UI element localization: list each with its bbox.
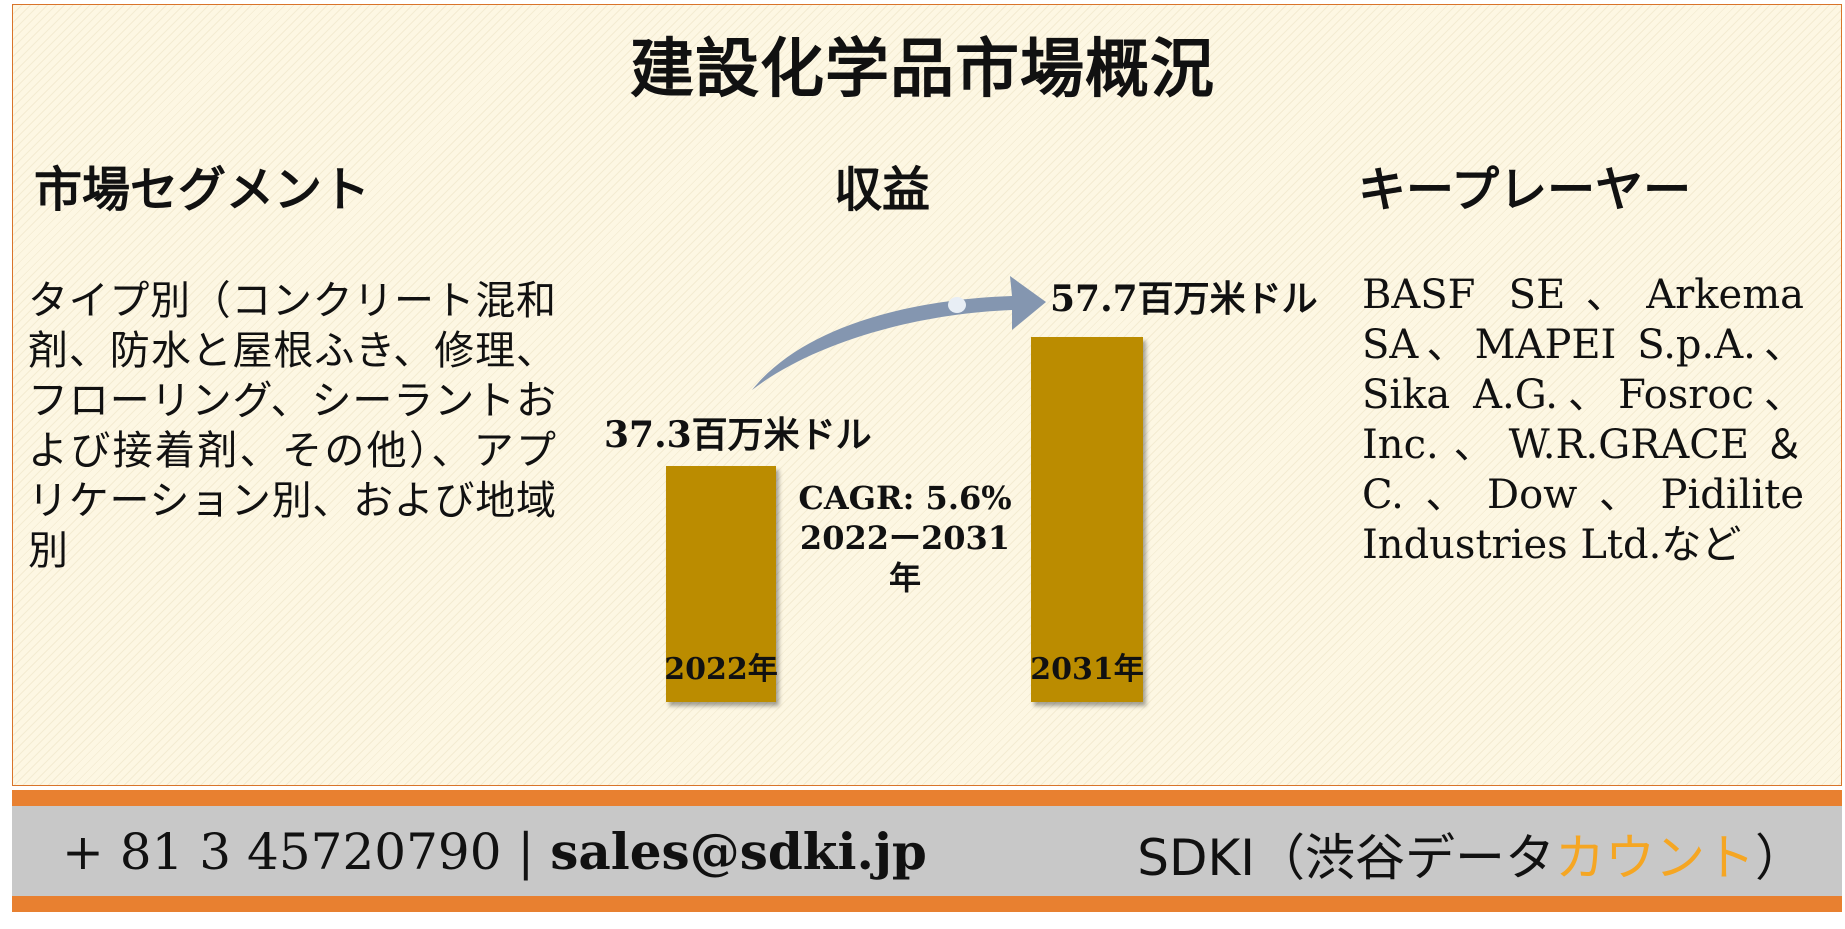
- cagr-rate: CAGR: 5.6%: [798, 479, 1012, 517]
- bar-label-2031: 2031年: [1030, 652, 1144, 687]
- brand-main: SDKI（渋谷データ: [1137, 829, 1555, 887]
- segments-text: タイプ別（コンクリート混和剤、防水と屋根ふき、修理、フローリング、シーラントおよ…: [28, 278, 556, 574]
- footer-top-band: [12, 790, 1842, 806]
- footer-bottom-band: [12, 896, 1842, 912]
- brand-name: SDKI（渋谷データカウント）: [1137, 818, 1805, 890]
- overview-panel: [12, 4, 1842, 786]
- cagr-annotation: CAGR: 5.6% 2022ー2031年: [790, 478, 1020, 598]
- footer-bar: [12, 806, 1842, 896]
- bar-2031: [1031, 337, 1143, 702]
- revenue-heading: 収益: [834, 162, 931, 218]
- cagr-period: 2022ー2031年: [799, 519, 1011, 597]
- segments-heading: 市場セグメント: [34, 162, 371, 218]
- players-heading: キープレーヤー: [1358, 162, 1692, 218]
- contact-separator: |: [517, 823, 535, 881]
- page-title: 建設化学品市場概況: [630, 32, 1215, 107]
- email-address: sales@sdki.jp: [550, 822, 927, 881]
- bar-label-2022: 2022年: [664, 652, 778, 687]
- players-text: BASF SE、Arkema SA、MAPEI S.p.A.、Sika A.G.…: [1362, 272, 1804, 568]
- brand-accent: カウント: [1555, 829, 1755, 887]
- growth-arrow-shape: [752, 276, 1046, 390]
- value-label-2031: 57.7百万米ドル: [1050, 278, 1318, 320]
- bar-2022: [666, 466, 776, 702]
- brand-end: ）: [1755, 829, 1805, 887]
- arrow-highlight: [948, 297, 966, 313]
- phone-number: + 81 3 45720790: [62, 823, 502, 881]
- value-label-2022: 37.3百万米ドル: [604, 414, 872, 457]
- contact-info: + 81 3 45720790 | sales@sdki.jp: [62, 822, 927, 881]
